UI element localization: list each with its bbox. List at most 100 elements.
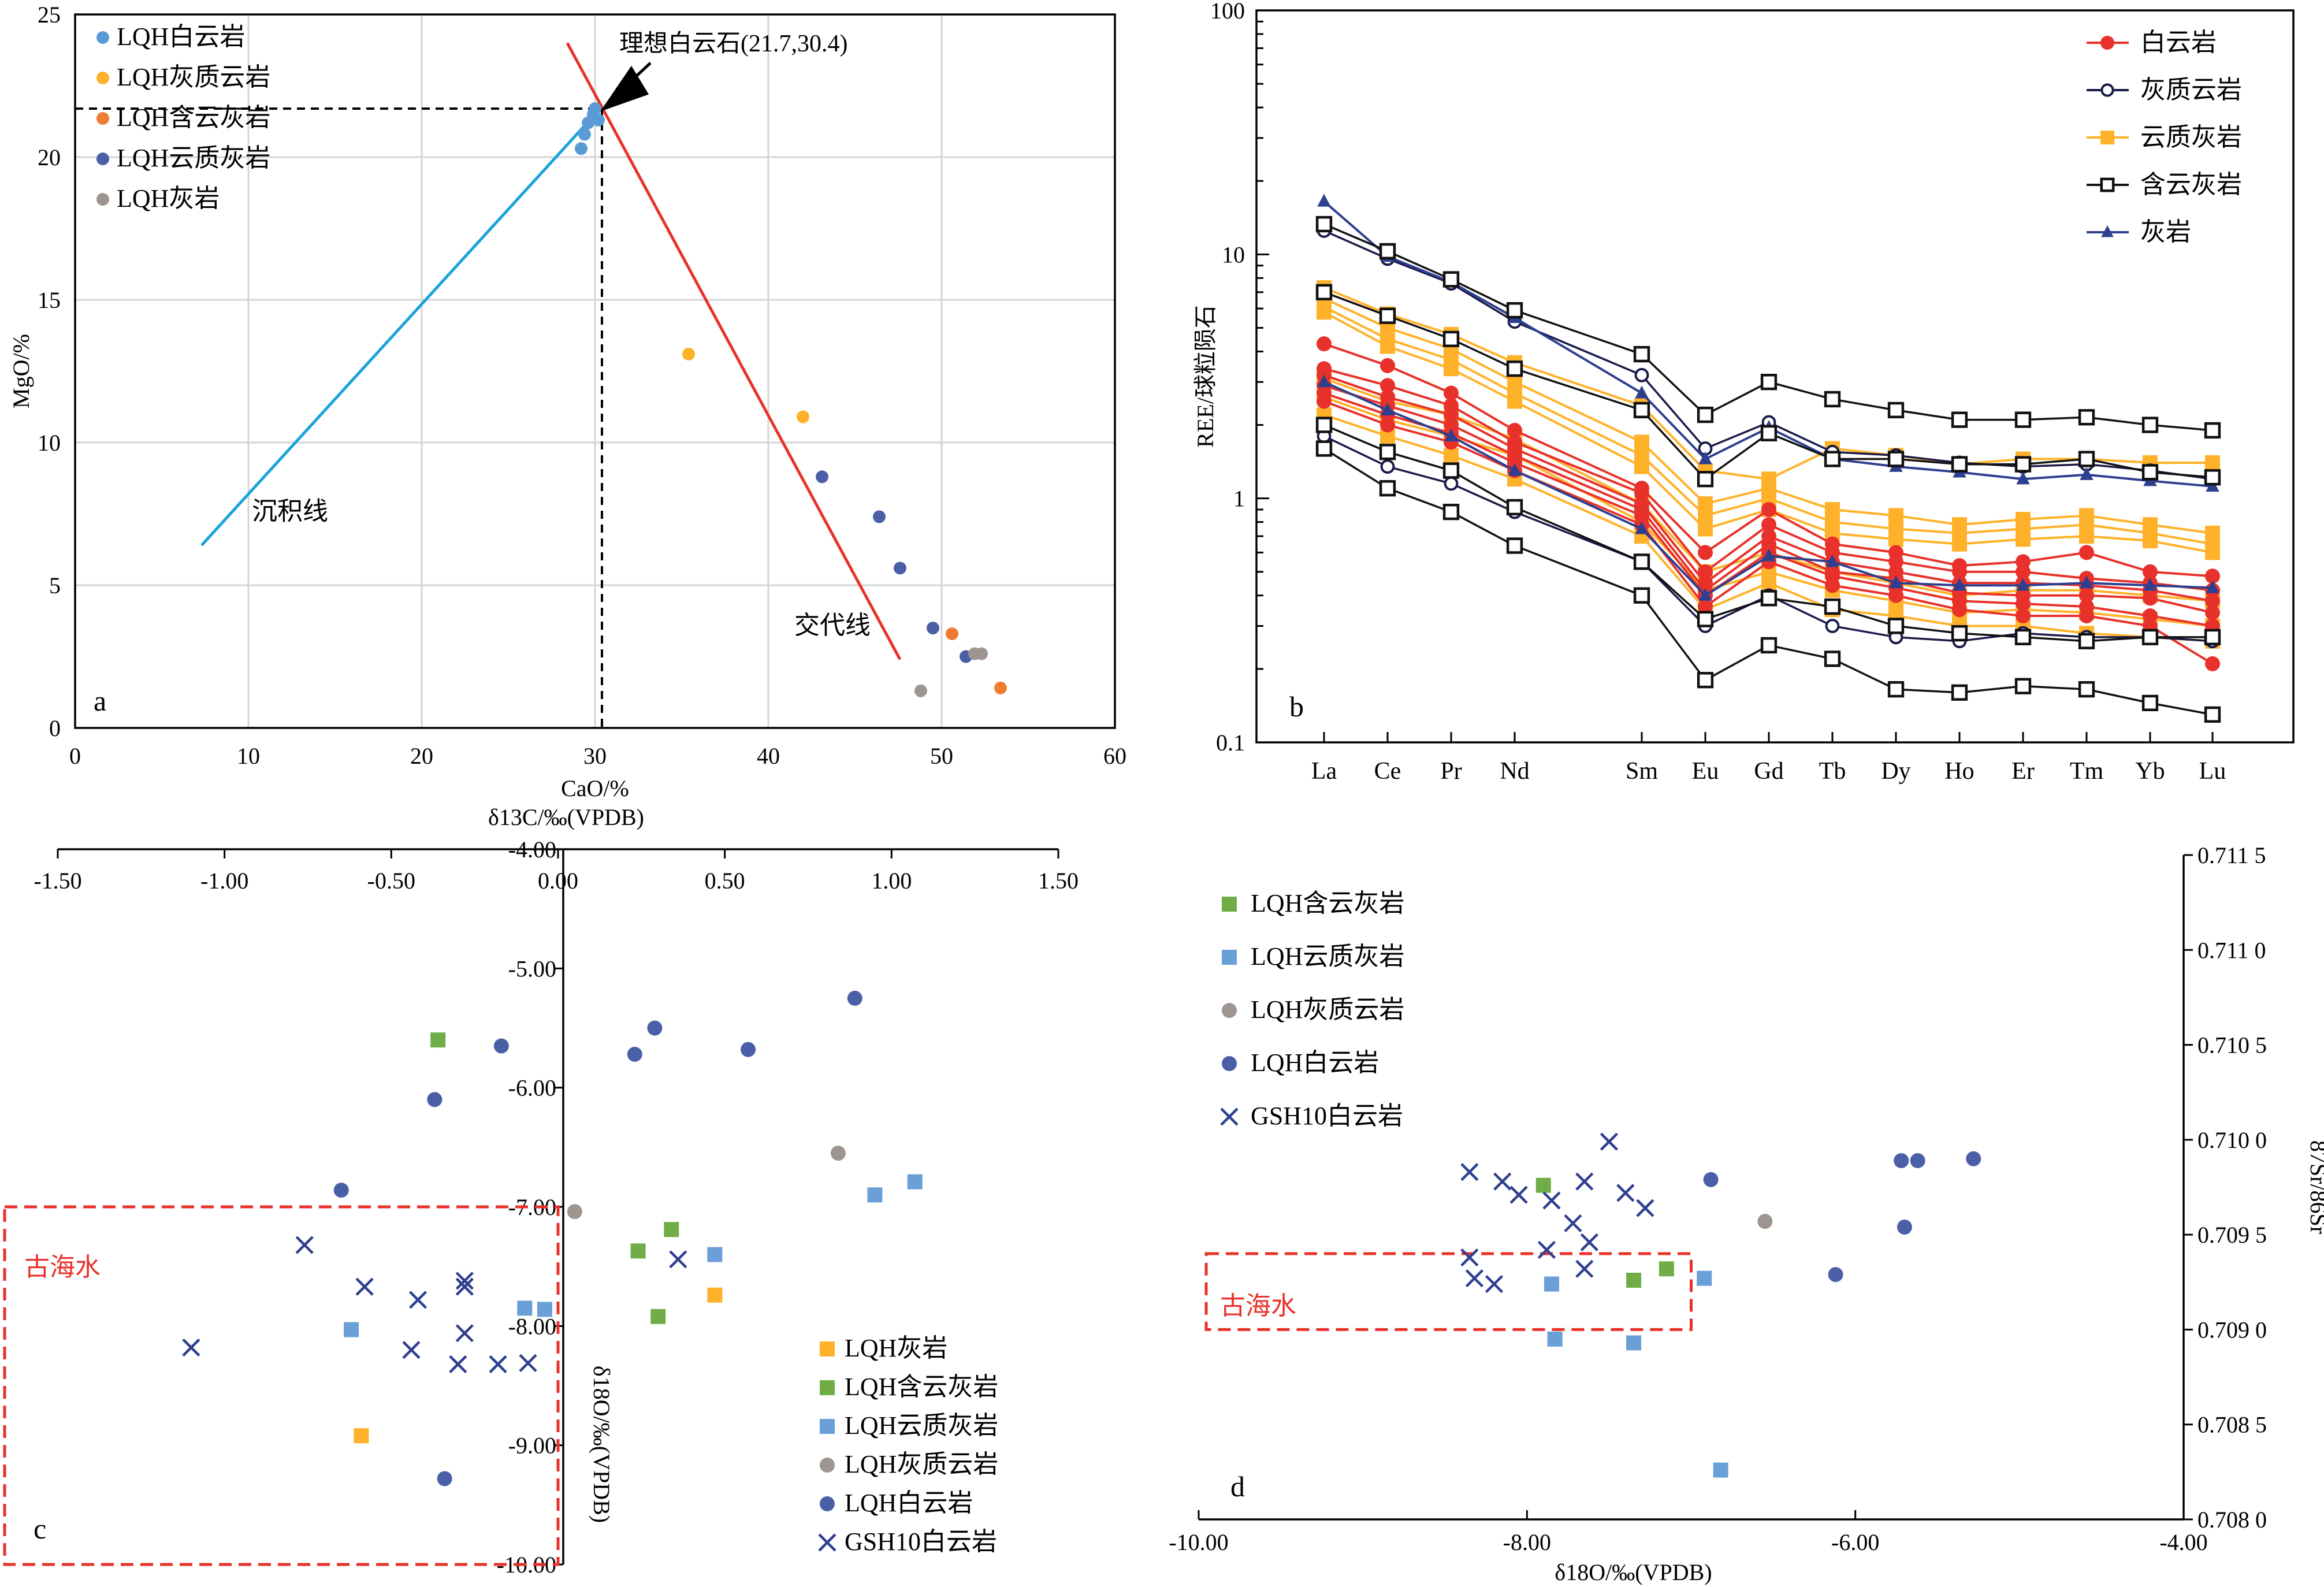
- legend-marker: [2100, 177, 2115, 192]
- data-point: [2014, 629, 2032, 645]
- y-axis-label: δ18O/‰(VPDB): [589, 1366, 615, 1523]
- data-point: [1379, 307, 1396, 324]
- data-point: [1444, 385, 1459, 401]
- plot-frame: [74, 13, 1116, 729]
- data-point: [1544, 1276, 1559, 1292]
- data-point: [797, 410, 809, 423]
- y-tick-label: 100: [1210, 0, 1245, 24]
- data-point: [2080, 467, 2094, 480]
- data-point: [1600, 1132, 1619, 1151]
- data-point: [1547, 1331, 1563, 1347]
- paleo-seawater-region: [3, 1205, 560, 1566]
- data-point: [1380, 459, 1395, 474]
- data-point: [1444, 361, 1459, 377]
- data-point: [1697, 672, 1714, 689]
- data-point: [1698, 599, 1713, 615]
- x-tick-label: 1.50: [1038, 868, 1079, 894]
- data-point: [975, 647, 988, 660]
- sediment-line: [200, 107, 601, 547]
- y-tick-label: -8.00: [508, 1313, 556, 1339]
- data-point: [1442, 462, 1460, 479]
- data-point: [2204, 629, 2221, 645]
- data-point: [1626, 1335, 1642, 1351]
- data-point: [354, 1428, 369, 1444]
- legend-label: LQH灰质云岩: [117, 63, 270, 91]
- paleo-seawater-label: 古海水: [1220, 1292, 1296, 1320]
- y-tick-label: 0.711 5: [2197, 842, 2266, 868]
- data-point: [707, 1287, 723, 1303]
- data-point: [2143, 564, 2158, 579]
- data-point: [1698, 588, 1712, 601]
- data-point: [907, 1174, 923, 1190]
- data-point: [592, 113, 605, 127]
- series-line: [1323, 377, 2213, 603]
- legend-marker: [96, 72, 109, 84]
- x-axis-label: δ18O/‰(VPDB): [1555, 1559, 1712, 1585]
- data-point: [1760, 425, 1778, 441]
- data-point: [1317, 304, 1332, 320]
- data-point: [2016, 471, 2030, 485]
- data-point: [1825, 619, 1840, 633]
- data-point: [1952, 602, 1967, 618]
- legend-label: LQH灰质云岩: [845, 1450, 998, 1478]
- legend-label: LQH含云灰岩: [1251, 889, 1404, 917]
- data-point: [1317, 374, 1331, 388]
- series-line: [1323, 392, 2213, 627]
- data-point: [1380, 378, 1395, 393]
- panel-b-chart: 0.1 1 10 100 La Ce Pr Nd Sm Eu Gd Tb Dy Ho Er Tm Yb Lu REE…: [1192, 0, 2295, 785]
- data-point: [2016, 596, 2031, 612]
- x-tick-label: -10.00: [1169, 1529, 1228, 1555]
- x-tick-label: Tm: [2070, 758, 2104, 785]
- data-point: [873, 510, 886, 523]
- data-point: [1824, 451, 1841, 467]
- y-tick-label: 15: [38, 287, 61, 313]
- data-point: [1698, 508, 1713, 523]
- data-point: [517, 1300, 533, 1316]
- data-point: [1634, 367, 1649, 382]
- data-point: [707, 1247, 723, 1262]
- data-point: [427, 1092, 443, 1107]
- x-tick-label: Sm: [1626, 758, 1658, 785]
- data-point: [493, 1038, 509, 1054]
- data-point: [2078, 451, 2095, 467]
- data-point: [946, 627, 958, 640]
- data-point: [1760, 374, 1778, 391]
- legend-label: LQH灰岩: [845, 1334, 947, 1362]
- legend-marker: [818, 1533, 836, 1552]
- data-point: [1626, 1273, 1642, 1288]
- data-point: [589, 102, 601, 116]
- data-point: [2205, 568, 2220, 584]
- data-point: [1760, 637, 1778, 654]
- data-point: [402, 1341, 421, 1359]
- data-point: [682, 347, 695, 360]
- x-tick-label: Nd: [1500, 758, 1529, 785]
- data-point: [2080, 575, 2094, 589]
- data-point: [1761, 501, 1776, 517]
- legend-label: LQH白云岩: [845, 1489, 973, 1517]
- x-tick-label: 50: [930, 743, 953, 769]
- data-point: [1616, 1184, 1635, 1202]
- x-tick-label: 1.00: [871, 868, 912, 894]
- x-tick-label: 40: [757, 743, 780, 769]
- legend-marker: [96, 153, 109, 165]
- data-point: [1537, 1240, 1556, 1259]
- data-point: [994, 681, 1007, 694]
- legend-label: GSH10白云岩: [1251, 1102, 1403, 1130]
- y-tick-label: 5: [49, 573, 61, 599]
- series-line: [1323, 223, 2213, 432]
- y-tick-label: 0.710 0: [2197, 1127, 2267, 1153]
- data-point: [1315, 284, 1333, 300]
- x-tick-label: Tb: [1819, 758, 1846, 785]
- data-point: [519, 1354, 537, 1372]
- data-point: [650, 1309, 666, 1324]
- data-point: [1506, 360, 1523, 377]
- x-tick-label: Ho: [1944, 758, 1974, 785]
- data-point: [630, 1243, 646, 1259]
- plot-frame: [1255, 9, 2295, 744]
- data-point: [1634, 434, 1649, 450]
- panel-c-chart: -1.50 -1.00 -0.50 0.00 0.50 1.00 1.50 -4.00 -5.0…: [3, 804, 1079, 1578]
- data-point: [914, 684, 927, 697]
- data-point: [2143, 533, 2158, 549]
- x-tick-label: Lu: [2199, 758, 2226, 785]
